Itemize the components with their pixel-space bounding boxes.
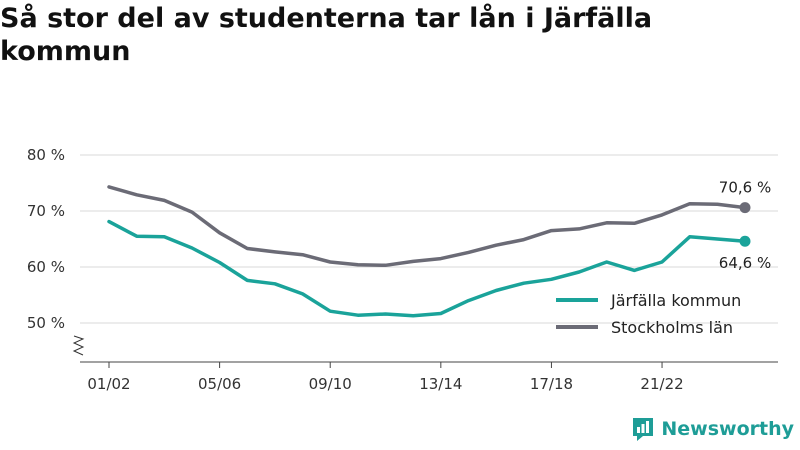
brand-name: Newsworthy: [661, 418, 794, 440]
series-end-point: [739, 235, 751, 247]
legend-label: Stockholms län: [611, 318, 733, 337]
series-end-label: 64,6 %: [719, 254, 771, 272]
grid-lines: [80, 154, 778, 324]
x-tick-label: 09/10: [309, 375, 352, 393]
series-end-label: 70,6 %: [719, 179, 771, 197]
legend-label: Järfälla kommun: [610, 291, 741, 310]
chart-title: Så stor del av studenterna tar lån i Jär…: [0, 3, 653, 67]
x-tick-label: 21/22: [640, 375, 683, 393]
y-tick-label: 60 %: [27, 258, 65, 276]
x-tick-label: 01/02: [87, 375, 130, 393]
y-tick-label: 80 %: [27, 146, 65, 164]
axis-break-mark: [72, 335, 85, 356]
x-tick-label: 13/14: [419, 375, 462, 393]
series-end-point: [739, 202, 751, 214]
y-tick-label: 50 %: [27, 314, 65, 332]
brand-footer: Newsworthy: [631, 414, 794, 444]
end-labels: 64,6 % 70,6 %: [719, 179, 771, 273]
series-line: [107, 219, 747, 318]
y-tick-label: 70 %: [27, 202, 65, 220]
legend: Järfälla kommun Stockholms län: [556, 291, 741, 337]
newsworthy-logo-icon: [633, 418, 654, 441]
x-tick-label: 17/18: [530, 375, 573, 393]
series-lines: [107, 185, 747, 318]
series-line: [107, 185, 747, 268]
x-axis: 01/02 05/06 09/10 13/14 17/18 21/22: [80, 361, 778, 393]
x-tick-label: 05/06: [198, 375, 241, 393]
y-axis: 50 % 60 % 70 % 80 %: [27, 146, 85, 356]
